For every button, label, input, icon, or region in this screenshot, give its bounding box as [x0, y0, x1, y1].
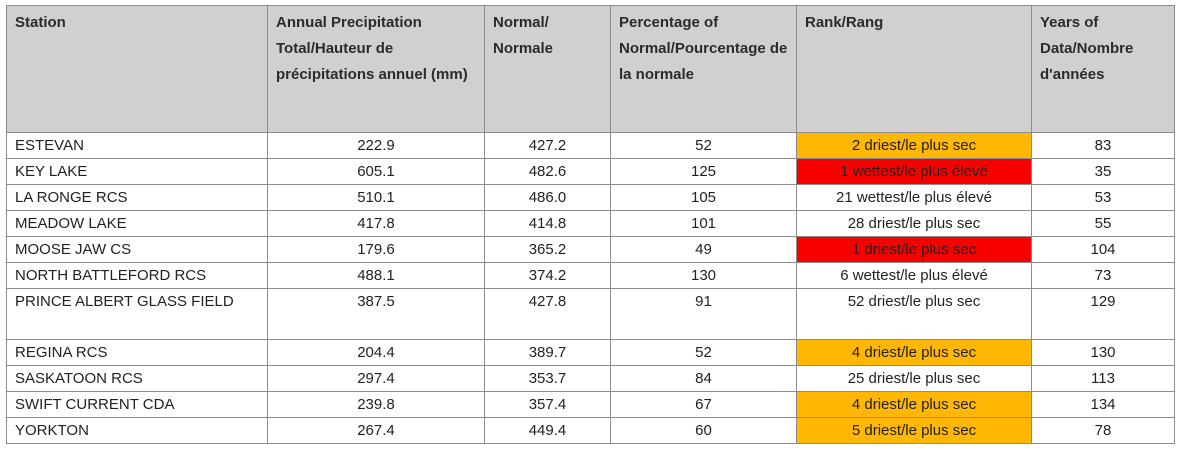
cell-years-of-data: 113 [1031, 365, 1175, 392]
table-row: SWIFT CURRENT CDA 239.8 357.4 67 4 driest/le… [6, 391, 1175, 418]
cell-normal: 486.0 [484, 184, 611, 211]
table-row: KEY LAKE 605.1 482.6 125 1 wettest/le plus é… [6, 158, 1175, 185]
table-body: ESTEVAN 222.9 427.2 52 2 driest/le plus sec 8… [6, 132, 1175, 444]
cell-rank: 1 driest/le plus sec [796, 236, 1032, 263]
cell-total-precipitation: 387.5 [267, 288, 485, 340]
cell-station: KEY LAKE [6, 158, 268, 185]
cell-total-precipitation: 605.1 [267, 158, 485, 185]
cell-percentage-of-normal: 91 [610, 288, 797, 340]
cell-percentage-of-normal: 67 [610, 391, 797, 418]
cell-total-precipitation: 488.1 [267, 262, 485, 289]
cell-years-of-data: 130 [1031, 339, 1175, 366]
cell-normal: 389.7 [484, 339, 611, 366]
cell-percentage-of-normal: 52 [610, 339, 797, 366]
cell-normal: 482.6 [484, 158, 611, 185]
cell-years-of-data: 55 [1031, 210, 1175, 237]
table-row: ESTEVAN 222.9 427.2 52 2 driest/le plus sec 8… [6, 132, 1175, 159]
precipitation-table: Station Annual Precipitation Total/Haute… [6, 5, 1175, 444]
cell-normal: 427.8 [484, 288, 611, 340]
header-years-of-data: Years of Data/Nombre d'années [1031, 5, 1175, 133]
cell-percentage-of-normal: 125 [610, 158, 797, 185]
cell-normal: 353.7 [484, 365, 611, 392]
cell-percentage-of-normal: 105 [610, 184, 797, 211]
cell-percentage-of-normal: 60 [610, 417, 797, 444]
cell-total-precipitation: 222.9 [267, 132, 485, 159]
cell-normal: 427.2 [484, 132, 611, 159]
cell-percentage-of-normal: 52 [610, 132, 797, 159]
cell-total-precipitation: 239.8 [267, 391, 485, 418]
cell-percentage-of-normal: 130 [610, 262, 797, 289]
table-row: REGINA RCS 204.4 389.7 52 4 driest/le plus s… [6, 339, 1175, 366]
cell-station: NORTH BATTLEFORD RCS [6, 262, 268, 289]
cell-rank: 6 wettest/le plus élevé [796, 262, 1032, 289]
table-row: PRINCE ALBERT GLASS FIELD 387.5 427.8 91 52 … [6, 288, 1175, 340]
cell-station: YORKTON [6, 417, 268, 444]
cell-rank: 4 driest/le plus sec [796, 339, 1032, 366]
cell-total-precipitation: 267.4 [267, 417, 485, 444]
cell-normal: 449.4 [484, 417, 611, 444]
cell-rank: 52 driest/le plus sec [796, 288, 1032, 340]
cell-rank: 28 driest/le plus sec [796, 210, 1032, 237]
cell-years-of-data: 78 [1031, 417, 1175, 444]
cell-percentage-of-normal: 84 [610, 365, 797, 392]
cell-years-of-data: 73 [1031, 262, 1175, 289]
cell-station: SWIFT CURRENT CDA [6, 391, 268, 418]
cell-total-precipitation: 204.4 [267, 339, 485, 366]
cell-rank: 25 driest/le plus sec [796, 365, 1032, 392]
table-row: LA RONGE RCS 510.1 486.0 105 21 wettest/le p… [6, 184, 1175, 211]
cell-years-of-data: 129 [1031, 288, 1175, 340]
header-total-precipitation: Annual Precipitation Total/Hauteur de pr… [267, 5, 485, 133]
cell-total-precipitation: 417.8 [267, 210, 485, 237]
cell-years-of-data: 134 [1031, 391, 1175, 418]
table-row: YORKTON 267.4 449.4 60 5 driest/le plus sec 7… [6, 417, 1175, 444]
cell-percentage-of-normal: 49 [610, 236, 797, 263]
cell-station: MOOSE JAW CS [6, 236, 268, 263]
table-row: MEADOW LAKE 417.8 414.8 101 28 driest/le plu… [6, 210, 1175, 237]
cell-station: ESTEVAN [6, 132, 268, 159]
header-percentage-of-normal: Percentage of Normal/Pourcentage de la n… [610, 5, 797, 133]
cell-rank: 2 driest/le plus sec [796, 132, 1032, 159]
cell-years-of-data: 35 [1031, 158, 1175, 185]
cell-normal: 374.2 [484, 262, 611, 289]
cell-station: LA RONGE RCS [6, 184, 268, 211]
cell-total-precipitation: 179.6 [267, 236, 485, 263]
header-row: Station Annual Precipitation Total/Haute… [6, 5, 1175, 133]
cell-station: SASKATOON RCS [6, 365, 268, 392]
cell-rank: 21 wettest/le plus élevé [796, 184, 1032, 211]
table-row: MOOSE JAW CS 179.6 365.2 49 1 driest/le plus… [6, 236, 1175, 263]
cell-normal: 365.2 [484, 236, 611, 263]
header-normal: Normal/ Normale [484, 5, 611, 133]
cell-station: PRINCE ALBERT GLASS FIELD [6, 288, 268, 340]
cell-total-precipitation: 510.1 [267, 184, 485, 211]
cell-rank: 1 wettest/le plus élevé [796, 158, 1032, 185]
cell-station: MEADOW LAKE [6, 210, 268, 237]
header-rank: Rank/Rang [796, 5, 1032, 133]
cell-years-of-data: 53 [1031, 184, 1175, 211]
header-station: Station [6, 5, 268, 133]
table-row: NORTH BATTLEFORD RCS 488.1 374.2 130 6 wette… [6, 262, 1175, 289]
cell-years-of-data: 104 [1031, 236, 1175, 263]
cell-years-of-data: 83 [1031, 132, 1175, 159]
cell-normal: 357.4 [484, 391, 611, 418]
cell-total-precipitation: 297.4 [267, 365, 485, 392]
cell-rank: 5 driest/le plus sec [796, 417, 1032, 444]
cell-station: REGINA RCS [6, 339, 268, 366]
cell-rank: 4 driest/le plus sec [796, 391, 1032, 418]
cell-percentage-of-normal: 101 [610, 210, 797, 237]
cell-normal: 414.8 [484, 210, 611, 237]
table-row: SASKATOON RCS 297.4 353.7 84 25 driest/le pl… [6, 365, 1175, 392]
